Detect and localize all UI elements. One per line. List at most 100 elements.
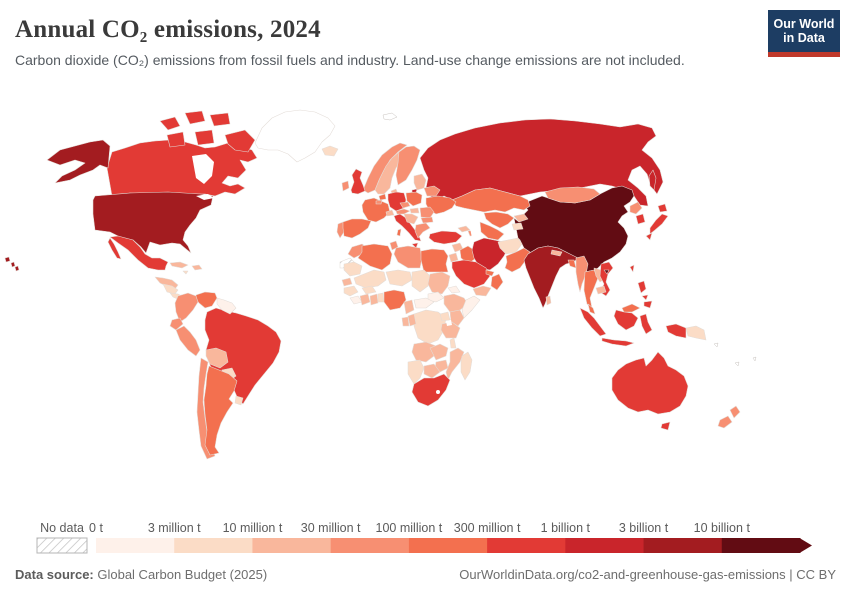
country-sri-lanka[interactable]: [545, 295, 552, 306]
country-united-kingdom[interactable]: [350, 168, 366, 195]
country-sardinia[interactable]: [396, 228, 402, 237]
country-india[interactable]: [523, 245, 579, 309]
country-israel-jordan[interactable]: [448, 252, 459, 263]
country-belgium[interactable]: [375, 199, 383, 205]
country-cameroon[interactable]: [403, 299, 415, 315]
country-greenland[interactable]: [254, 109, 336, 163]
country-congo[interactable]: [407, 313, 417, 327]
country-venezuela[interactable]: [195, 291, 218, 309]
country-australia[interactable]: [611, 351, 689, 415]
country-taiwan[interactable]: [629, 264, 635, 273]
country-colombia[interactable]: [174, 292, 199, 323]
country-pakistan[interactable]: [504, 247, 531, 273]
country-senegal[interactable]: [341, 277, 353, 287]
legend-bin-8[interactable]: [721, 538, 801, 553]
country-portugal[interactable]: [336, 221, 345, 239]
country-united-states-hawaii[interactable]: [4, 256, 20, 272]
country-argentina[interactable]: [203, 365, 238, 456]
country-kyrgyzstan[interactable]: [513, 213, 529, 223]
country-philippines-luzon[interactable]: [637, 280, 647, 294]
country-mongolia[interactable]: [544, 186, 601, 204]
country-cambodia[interactable]: [595, 285, 607, 295]
country-nigeria[interactable]: [383, 289, 407, 311]
country-benin-togo[interactable]: [377, 292, 385, 303]
country-mexico-baja[interactable]: [107, 237, 122, 260]
country-niger[interactable]: [385, 269, 413, 287]
country-kazakhstan[interactable]: [451, 187, 531, 213]
country-switzerland[interactable]: [385, 209, 395, 217]
country-france[interactable]: [361, 197, 391, 223]
country-mali[interactable]: [353, 269, 387, 289]
country-united-states-alaska[interactable]: [46, 139, 111, 184]
country-peru[interactable]: [175, 325, 201, 357]
country-japan-kyushu[interactable]: [645, 232, 653, 241]
legend-bin-6[interactable]: [565, 538, 645, 553]
country-new-zealand-north[interactable]: [729, 405, 741, 419]
country-georgia[interactable]: [457, 225, 471, 233]
country-ecuador[interactable]: [169, 317, 184, 331]
country-guinea[interactable]: [343, 285, 359, 297]
country-czechia[interactable]: [399, 201, 411, 209]
country-indonesia-borneo[interactable]: [613, 309, 639, 331]
country-hainan[interactable]: [603, 269, 610, 275]
country-ghana[interactable]: [369, 293, 379, 306]
country-central-african-republic[interactable]: [413, 297, 435, 309]
country-baltic-states[interactable]: [413, 173, 427, 191]
country-jamaica[interactable]: [182, 270, 189, 275]
country-burkina-faso[interactable]: [361, 285, 377, 295]
country-yemen[interactable]: [472, 285, 492, 297]
country-indonesia-papua[interactable]: [665, 323, 687, 339]
country-namibia[interactable]: [407, 359, 425, 385]
country-new-zealand-south[interactable]: [717, 415, 733, 429]
country-zambia[interactable]: [429, 343, 449, 361]
country-nepal[interactable]: [550, 249, 563, 257]
country-algeria[interactable]: [357, 243, 393, 271]
country-austria[interactable]: [395, 208, 411, 215]
country-tanzania[interactable]: [440, 321, 461, 339]
country-myanmar[interactable]: [575, 255, 589, 293]
country-japan-hokkaido[interactable]: [657, 203, 668, 213]
legend-bin-7[interactable]: [643, 538, 723, 553]
country-japan-honshu[interactable]: [649, 213, 669, 235]
country-uganda[interactable]: [439, 311, 451, 322]
country-philippines-mindanao[interactable]: [643, 300, 653, 309]
country-dr-congo[interactable]: [413, 309, 447, 345]
country-turkmenistan[interactable]: [479, 221, 505, 241]
country-madagascar[interactable]: [460, 351, 473, 381]
country-honduras-nicaragua[interactable]: [162, 283, 179, 295]
country-eritrea[interactable]: [447, 285, 461, 294]
country-belarus[interactable]: [423, 185, 441, 197]
country-hungary[interactable]: [409, 207, 420, 214]
legend-bin-3[interactable]: [330, 538, 410, 553]
country-afghanistan[interactable]: [497, 237, 523, 255]
country-bolivia[interactable]: [205, 347, 229, 369]
country-spain[interactable]: [342, 218, 372, 239]
country-united-states[interactable]: [92, 191, 214, 254]
country-tajikistan[interactable]: [511, 222, 524, 231]
country-tasmania[interactable]: [660, 421, 671, 431]
country-malawi[interactable]: [449, 337, 457, 349]
legend-no-data-swatch[interactable]: [36, 537, 88, 554]
country-netherlands[interactable]: [378, 193, 387, 201]
country-gabon[interactable]: [401, 316, 410, 327]
country-guyana-suriname[interactable]: [216, 297, 237, 315]
country-uzbekistan[interactable]: [483, 211, 515, 229]
owid-logo[interactable]: Our World in Data: [768, 10, 840, 57]
country-indonesia-sulawesi[interactable]: [639, 313, 653, 335]
country-iceland[interactable]: [321, 145, 339, 157]
country-mozambique[interactable]: [445, 347, 465, 381]
country-papua-new-guinea[interactable]: [685, 325, 707, 341]
legend-bin-2[interactable]: [252, 538, 332, 553]
country-malaysia-borneo[interactable]: [621, 303, 641, 313]
country-indonesia-java[interactable]: [601, 337, 635, 347]
country-south-korea[interactable]: [635, 213, 646, 225]
country-ireland[interactable]: [341, 180, 350, 192]
country-mauritania[interactable]: [343, 261, 363, 277]
country-poland[interactable]: [405, 191, 423, 207]
country-uruguay[interactable]: [234, 395, 244, 406]
owid-url-link[interactable]: OurWorldinData.org/co2-and-greenhouse-ga…: [459, 567, 836, 582]
legend-bin-1[interactable]: [174, 538, 253, 553]
country-libya[interactable]: [393, 245, 423, 269]
country-gulf-states[interactable]: [485, 269, 495, 277]
country-finland[interactable]: [395, 145, 421, 186]
